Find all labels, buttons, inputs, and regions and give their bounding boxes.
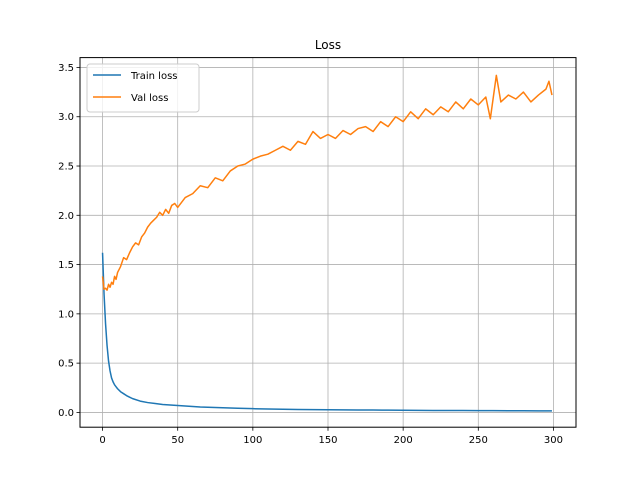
- x-axis: 0 50 100 150 200 250 300: [99, 427, 563, 446]
- y-tick-label: 3.0: [58, 112, 74, 123]
- y-tick-label: 1.0: [58, 309, 74, 320]
- x-tick-label: 250: [469, 435, 488, 446]
- chart-title: Loss: [315, 38, 341, 52]
- x-tick-label: 300: [544, 435, 563, 446]
- x-tick-label: 150: [318, 435, 337, 446]
- y-tick-label: 3.5: [58, 63, 74, 74]
- series-layer: [101, 74, 553, 412]
- y-tick-label: 1.5: [58, 260, 74, 271]
- x-tick-label: 50: [171, 435, 184, 446]
- legend-train-label: Train loss: [130, 71, 178, 82]
- y-axis: 0.0 0.5 1.0 1.5 2.0 2.5 3.0 3.5: [58, 63, 80, 419]
- y-tick-label: 0.5: [58, 359, 74, 370]
- y-tick-label: 2.5: [58, 162, 74, 173]
- legend: Train loss Val loss: [86, 63, 200, 113]
- legend-box: [86, 63, 200, 113]
- x-tick-label: 200: [394, 435, 413, 446]
- train-loss-line: [101, 252, 552, 412]
- grid-lines: [80, 57, 576, 428]
- x-tick-label: 0: [99, 435, 105, 446]
- legend-val-label: Val loss: [131, 93, 168, 104]
- val-loss-line: [101, 74, 553, 291]
- y-tick-label: 0.0: [58, 408, 74, 419]
- x-tick-label: 100: [243, 435, 262, 446]
- y-tick-label: 2.0: [58, 211, 74, 222]
